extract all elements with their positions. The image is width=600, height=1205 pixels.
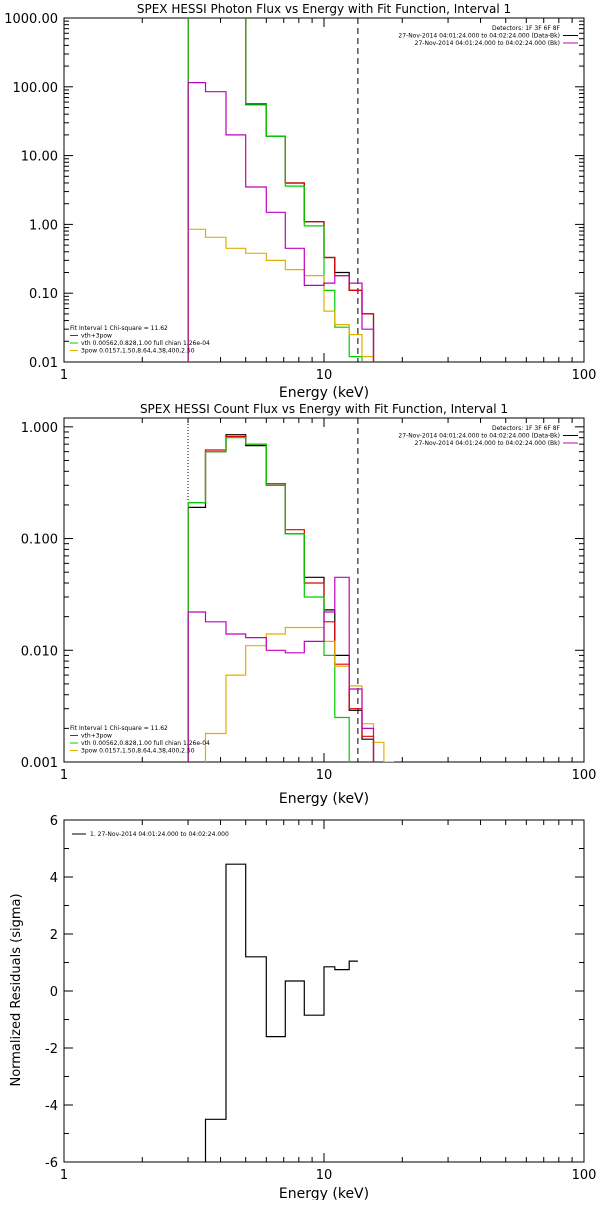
series-vth-3pow [187,18,375,362]
x-axis-label: Energy (keV) [279,385,369,401]
legend-bottom-left: Fit Interval 1 Chi-square = 11.62vth+3po… [70,725,210,755]
legend-entry: vth+3pow [81,333,112,340]
y-tick-label: -6 [45,1156,58,1171]
series-bk [187,576,375,762]
legend-entry: 27-Nov-2014 04:01:24.000 to 04:02:24.000… [415,40,560,47]
x-axis-label: Energy (keV) [279,791,369,807]
legend-entry: Detectors: 1F 3F 6F 8F [492,25,561,32]
legend-entry: 27-Nov-2014 04:01:24.000 to 04:02:24.000… [398,433,560,440]
x-tick-label: 10 [316,768,333,783]
y-tick-label: 100.00 [13,81,59,96]
series-group [187,434,395,762]
y-tick-label: 2 [50,928,58,943]
x-axis-label: Energy (keV) [279,1186,369,1200]
y-axis-label: Normalized Residuals (sigma) [9,893,24,1086]
x-tick-label: 1 [60,1168,68,1183]
x-tick-label: 100 [572,368,597,383]
x-tick-label: 10 [316,368,333,383]
legend-entry: Detectors: 1F 3F 6F 8F [492,425,561,432]
y-tick-label: 0.010 [21,644,58,659]
y-tick-label: 0.001 [21,756,58,771]
y-tick-label: 10.00 [21,150,58,165]
series-data [187,434,375,762]
legend-entry: 1. 27-Nov-2014 04:01:24.000 to 04:02:24.… [90,831,229,838]
x-tick-label: 100 [572,768,597,783]
series-group [187,18,375,362]
y-tick-label: 0.01 [29,356,58,371]
y-tick-label: -4 [45,1099,58,1114]
legend-entry: vth 0.00562,0.828,1.00 full chian 1.26e-… [81,340,210,347]
legend-bottom-left: Fit Interval 1 Chi-square = 11.62vth+3po… [70,325,210,355]
y-tick-label: 4 [50,871,58,886]
y-tick-label: 0.100 [21,533,58,548]
y-tick-label: 6 [50,814,58,829]
panel-title: SPEX HESSI Count Flux vs Energy with Fit… [140,402,508,416]
residuals-panel: Energy (keV) Normalized Residuals (sigma… [9,814,597,1202]
y-tick-label: 0.10 [29,287,58,302]
series-vth [187,437,350,762]
legend-entry: 3pow 0.0157,1.50,8.64,4.38,400,2.50 [81,348,195,355]
y-tick-label: 0 [50,985,58,1000]
legend-entry: Fit Interval 1 Chi-square = 11.62 [70,325,168,332]
y-tick-label: 1000.00 [4,12,58,27]
series-bk [187,82,375,362]
x-tick-label: 100 [572,1168,597,1183]
legend-top-left: 1. 27-Nov-2014 04:01:24.000 to 04:02:24.… [72,831,229,838]
panel-title: SPEX HESSI Photon Flux vs Energy with Fi… [137,2,511,16]
legend-entry: 27-Nov-2014 04:01:24.000 to 04:02:24.000… [415,440,560,447]
x-tick-label: 10 [316,1168,333,1183]
count-flux-panel: SPEX HESSI Count Flux vs Energy with Fit… [21,402,597,807]
series-vth-3pow [187,435,375,762]
legend-entry: Fit Interval 1 Chi-square = 11.62 [70,725,168,732]
series-data [187,18,375,362]
legend-entry: 27-Nov-2014 04:01:24.000 to 04:02:24.000… [398,33,560,40]
x-tick-label: 1 [60,768,68,783]
series-3pow [204,626,395,762]
legend-entry: vth+3pow [81,733,112,740]
legend-entry: 3pow 0.0157,1.50,8.64,4.38,400,2.50 [81,748,195,755]
photon-flux-panel: SPEX HESSI Photon Flux vs Energy with Fi… [4,2,597,401]
series-vth [187,18,363,362]
legend-entry: vth 0.00562,0.828,1.00 full chian 1.26e-… [81,740,210,747]
y-tick-label: -2 [45,1042,58,1057]
x-tick-label: 1 [60,368,68,383]
series-group [204,863,358,1162]
series-residuals [204,863,358,1162]
y-tick-label: 1.00 [29,218,58,233]
y-tick-label: 1.000 [21,421,58,436]
series-3pow [187,228,375,362]
